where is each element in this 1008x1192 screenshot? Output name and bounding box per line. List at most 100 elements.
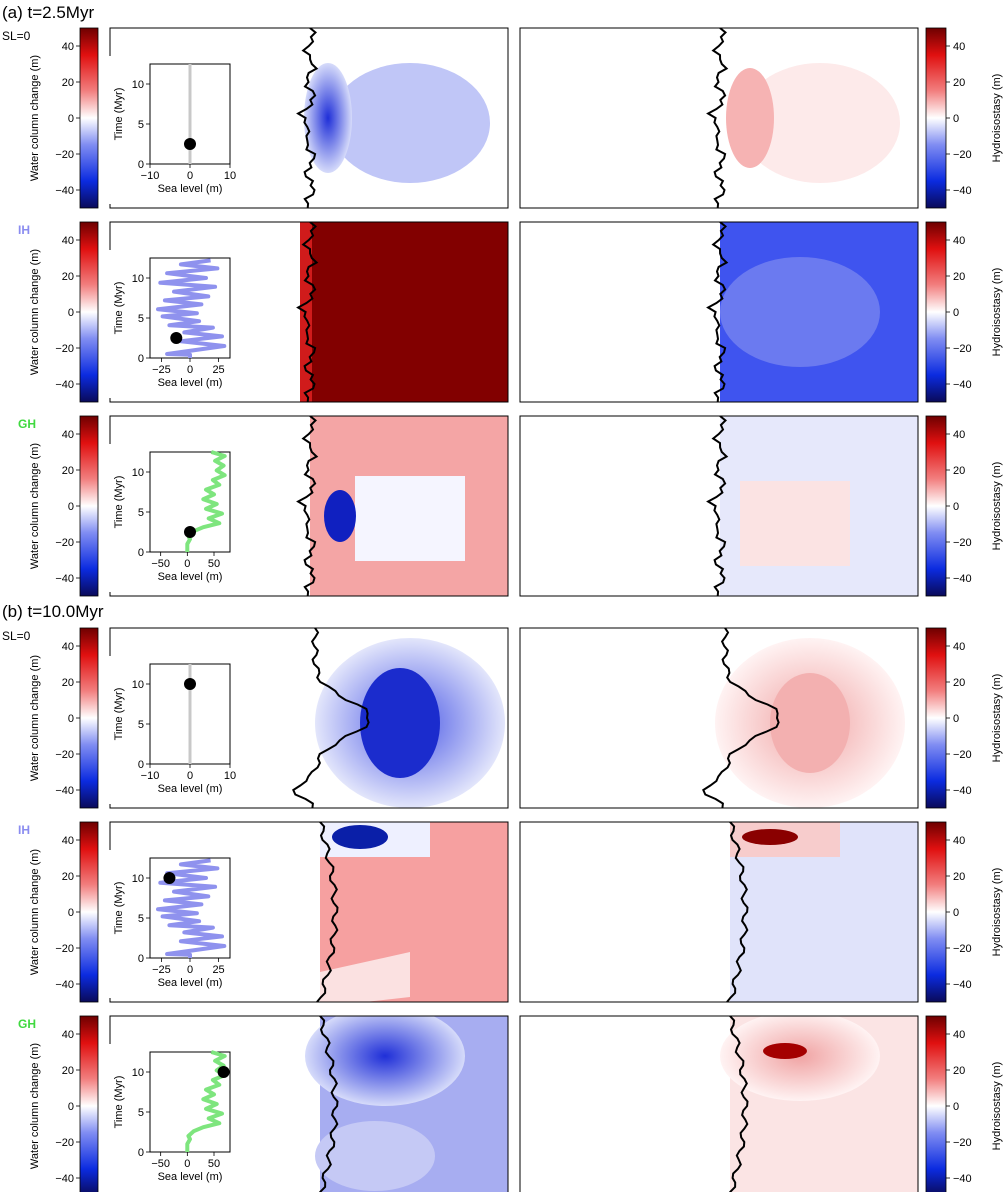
map-frame bbox=[519, 415, 919, 597]
colorbar-left-tick-label: 0 bbox=[68, 307, 74, 319]
time-marker bbox=[184, 678, 196, 690]
delta-lobe bbox=[330, 63, 490, 183]
sea-fill bbox=[310, 222, 508, 402]
colorbar-left bbox=[79, 221, 99, 403]
delta-lobe bbox=[720, 257, 880, 367]
delta-lobe-bottom bbox=[320, 952, 410, 1002]
colorbar-left-tick-label: −40 bbox=[55, 1173, 74, 1185]
row-0: SL=0 40 20 0 −20 −40 Water column change (m) −1… bbox=[2, 27, 1003, 209]
colorbar-right-tick-label: 40 bbox=[953, 41, 965, 53]
scenario-label: SL=0 bbox=[2, 629, 31, 643]
colorbar-right bbox=[925, 27, 947, 209]
colorbar-right bbox=[925, 415, 947, 597]
delta-lobe bbox=[355, 476, 465, 561]
inset-sea-level: −50 0 50 0 5 10 Sea level (m) Time (Myr) bbox=[106, 444, 244, 592]
inset-x-tick-label: 50 bbox=[208, 1158, 220, 1170]
inset-y-tick-label: 5 bbox=[138, 913, 144, 925]
colorbar-right-label: Hydroisostasy (m) bbox=[991, 868, 1003, 957]
inset-y-tick-label: 10 bbox=[132, 873, 144, 885]
inset-x-tick-label: 10 bbox=[224, 170, 236, 182]
inset-y-label: Time (Myr) bbox=[113, 688, 125, 741]
colorbar-left bbox=[79, 415, 99, 597]
colorbar-left-label: Water column change (m) bbox=[29, 849, 41, 975]
colorbar-right bbox=[925, 1015, 947, 1192]
time-marker bbox=[163, 872, 176, 884]
colorbar-left-tick-label: 20 bbox=[62, 465, 74, 477]
colorbar-right-tick-label: −20 bbox=[953, 149, 972, 161]
colorbar-left-tick-label: 40 bbox=[62, 429, 74, 441]
colorbar-right-label: Hydroisostasy (m) bbox=[991, 1062, 1003, 1151]
colorbar-left-label: Water column change (m) bbox=[29, 443, 41, 569]
colorbar-right-tick-label: 0 bbox=[953, 1101, 959, 1113]
row-5: GH 40 20 0 −20 −40 Water column change (m) −50 0… bbox=[18, 1015, 1003, 1192]
colorbar-left bbox=[79, 27, 99, 209]
colorbar-left-tick-label: 20 bbox=[62, 677, 74, 689]
colorbar-left-tick-label: 0 bbox=[68, 1101, 74, 1113]
coastline bbox=[292, 628, 370, 808]
colorbar-right-tick-label: 40 bbox=[953, 641, 965, 653]
map-hydroisostasy bbox=[519, 1015, 919, 1192]
colorbar-left-tick-label: 0 bbox=[68, 113, 74, 125]
time-marker bbox=[184, 138, 196, 150]
scenario-label: IH bbox=[18, 823, 30, 837]
colorbar-left-tick-label: −40 bbox=[55, 573, 74, 585]
inset-x-tick-label: 0 bbox=[187, 364, 193, 376]
inset-x-tick-label: −50 bbox=[151, 558, 170, 570]
depocenter bbox=[324, 490, 356, 542]
row-2: GH 40 20 0 −20 −40 Water column change (m) −50 0… bbox=[18, 415, 1003, 597]
colorbar-left-tick-label: 20 bbox=[62, 871, 74, 883]
inset-x-label: Sea level (m) bbox=[158, 183, 223, 195]
colorbar-left-tick-label: 40 bbox=[62, 41, 74, 53]
delta-lobe-bottom bbox=[315, 1121, 435, 1191]
colorbar-left-tick-label: −20 bbox=[55, 343, 74, 355]
colorbar-right-label: Hydroisostasy (m) bbox=[991, 268, 1003, 357]
coastline bbox=[316, 822, 339, 1002]
colorbar-left-tick-label: 0 bbox=[68, 501, 74, 513]
colorbar-right-tick-label: −40 bbox=[953, 979, 972, 991]
inset-x-tick-label: 0 bbox=[184, 1158, 190, 1170]
inset-x-tick-label: 10 bbox=[224, 770, 236, 782]
inset-y-tick-label: 5 bbox=[138, 507, 144, 519]
colorbar-right-label: Hydroisostasy (m) bbox=[991, 674, 1003, 763]
colorbar-left bbox=[79, 627, 99, 809]
inset-y-tick-label: 10 bbox=[132, 1067, 144, 1079]
colorbar-right-tick-label: 0 bbox=[953, 501, 959, 513]
colorbar-right-tick-label: 0 bbox=[953, 113, 959, 125]
scenario-label: GH bbox=[18, 417, 36, 431]
colorbar-right-tick-label: 20 bbox=[953, 871, 965, 883]
scenario-label: IH bbox=[18, 223, 30, 237]
inset-x-label: Sea level (m) bbox=[158, 1171, 223, 1183]
inset-y-tick-label: 5 bbox=[138, 719, 144, 731]
colorbar-left-tick-label: −20 bbox=[55, 1137, 74, 1149]
inset-x-tick-label: 0 bbox=[187, 770, 193, 782]
inset-x-tick-label: −10 bbox=[141, 770, 160, 782]
coastline bbox=[728, 1016, 749, 1192]
map-frame bbox=[519, 221, 919, 403]
map-frame bbox=[519, 27, 919, 209]
row-1: IH 40 20 0 −20 −40 Water column change (m) −25 0… bbox=[18, 221, 1003, 403]
colorbar-right-tick-label: −40 bbox=[953, 185, 972, 197]
row-3: SL=0 40 20 0 −20 −40 Water column change (m) −1… bbox=[2, 627, 1003, 809]
coastline bbox=[296, 416, 319, 596]
map-frame bbox=[519, 821, 919, 1003]
colorbar-right-tick-label: 20 bbox=[953, 1065, 965, 1077]
colorbar-left-tick-label: 40 bbox=[62, 1029, 74, 1041]
colorbar-right-tick-label: 20 bbox=[953, 677, 965, 689]
map-hydroisostasy bbox=[519, 221, 919, 403]
inset-x-tick-label: 25 bbox=[212, 964, 224, 976]
depocenter bbox=[304, 63, 352, 173]
inset-x-tick-label: −25 bbox=[152, 364, 171, 376]
inset-y-label: Time (Myr) bbox=[113, 476, 125, 529]
inset-y-tick-label: 0 bbox=[138, 353, 144, 365]
colorbar-left-tick-label: 0 bbox=[68, 907, 74, 919]
inset-y-tick-label: 0 bbox=[138, 759, 144, 771]
colorbar-left-tick-label: −40 bbox=[55, 379, 74, 391]
colorbar-right-tick-label: 20 bbox=[953, 77, 965, 89]
colorbar-right-tick-label: 40 bbox=[953, 835, 965, 847]
inset-y-tick-label: 5 bbox=[138, 313, 144, 325]
inset-x-tick-label: −50 bbox=[151, 1158, 170, 1170]
depocenter bbox=[770, 673, 850, 773]
colorbar-left-tick-label: 20 bbox=[62, 271, 74, 283]
inset-x-tick-label: 0 bbox=[187, 964, 193, 976]
